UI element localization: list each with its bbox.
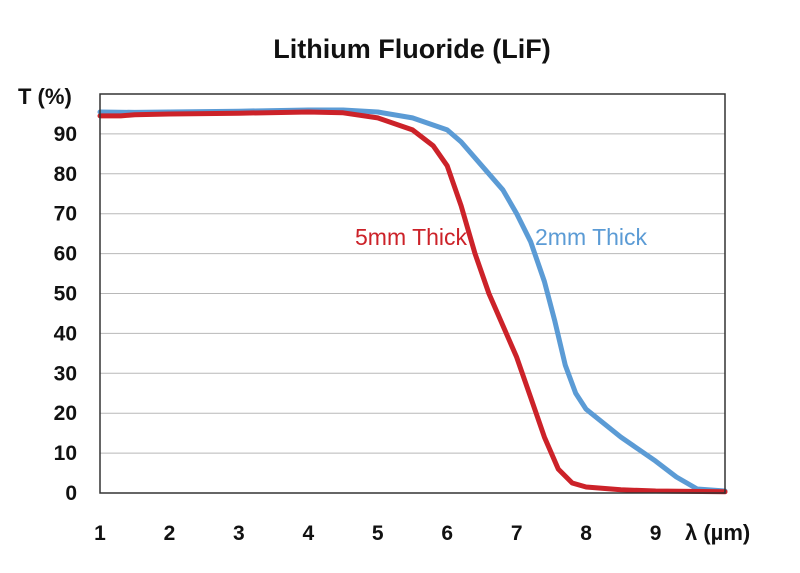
y-tick-label: 80 [54,163,77,186]
x-tick-labels: 1 2 3 4 5 6 7 8 9 [94,522,661,545]
x-tick-label: 7 [511,522,523,545]
x-axis-label: λ (µm) [685,520,750,545]
y-axis-label: T (%) [18,84,72,109]
y-tick-label: 70 [54,203,77,226]
x-tick-label: 9 [650,522,662,545]
y-tick-label: 90 [54,123,77,146]
chart-title: Lithium Fluoride (LiF) [273,34,550,64]
y-tick-label: 40 [54,322,77,345]
annotation-2mm-thick: 2mm Thick [535,224,648,250]
gridlines [100,133,725,454]
plot-frame [99,93,726,494]
y-tick-label: 60 [54,243,77,266]
x-tick-label: 5 [372,522,384,545]
x-tick-label: 3 [233,522,245,545]
series-line-5mm-thick [97,109,728,495]
series-lines [97,107,728,495]
y-tick-labels: 0 10 20 30 40 50 60 70 80 90 [54,123,77,505]
y-tick-label: 0 [65,482,77,505]
y-tick-label: 30 [54,362,77,385]
x-tick-label: 8 [580,522,592,545]
x-tick-label: 1 [94,522,106,545]
y-tick-label: 50 [54,283,77,306]
x-tick-label: 4 [302,522,314,545]
annotation-5mm-thick: 5mm Thick [355,224,468,250]
y-tick-label: 10 [54,442,77,465]
x-tick-label: 2 [164,522,176,545]
x-tick-label: 6 [441,522,453,545]
series-line-2mm-thick [97,107,728,494]
y-tick-label: 20 [54,402,77,425]
